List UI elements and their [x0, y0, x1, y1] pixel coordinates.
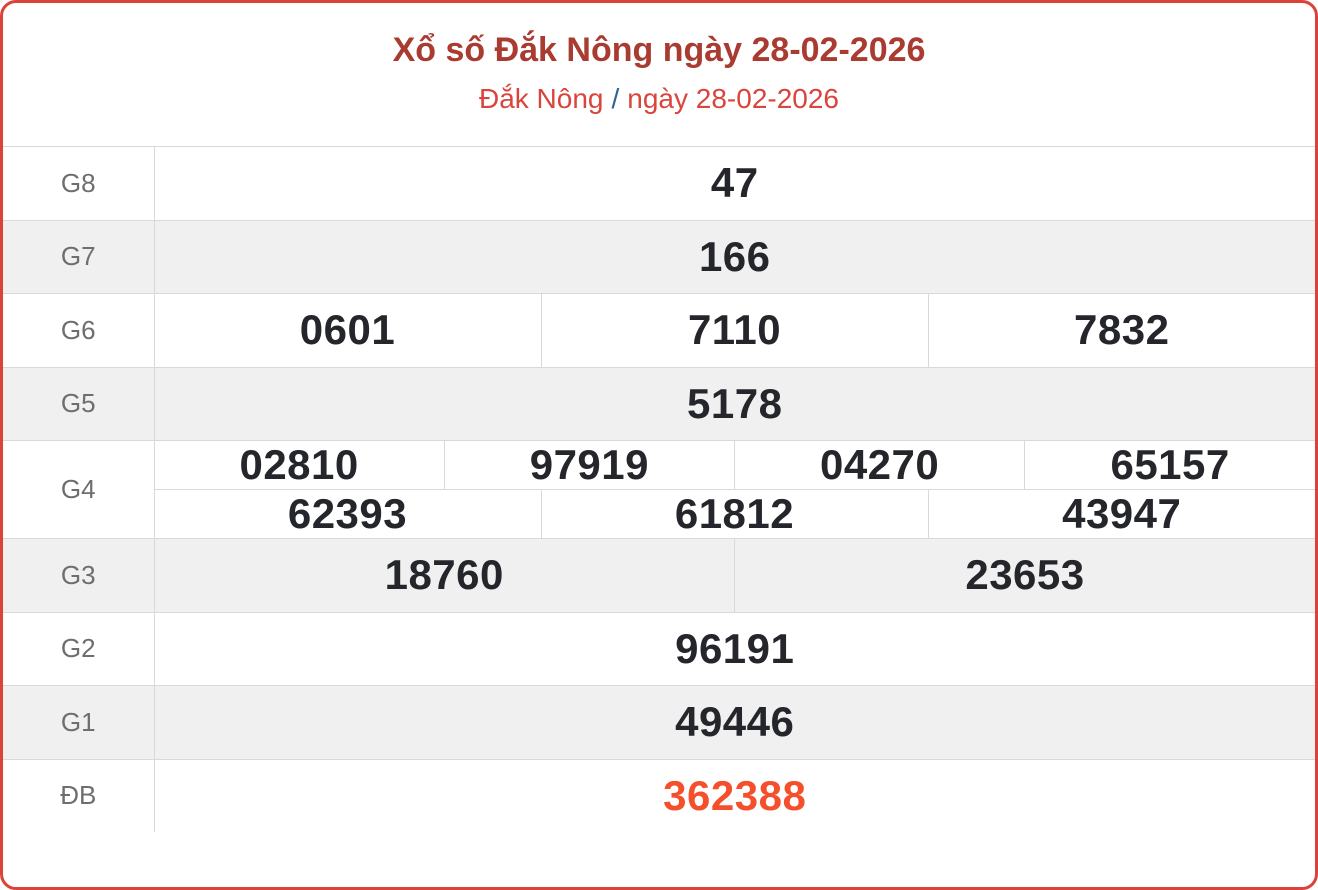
table-row-g8: G8 47	[3, 146, 1315, 221]
prize-label-g4: G4	[3, 440, 155, 539]
prize-value-g8: 47	[153, 146, 1315, 221]
breadcrumb-date-link[interactable]: ngày 28-02-2026	[627, 82, 840, 114]
prize-value-g4-1: 02810	[153, 440, 445, 490]
prize-value-g5: 5178	[153, 366, 1315, 441]
prize-label-g2: G2	[3, 611, 155, 686]
prize-value-g2: 96191	[153, 611, 1315, 686]
prize-value-g4-5: 62393	[153, 489, 542, 539]
prize-value-g4-3: 04270	[733, 440, 1026, 490]
table-row-g7: G7 166	[3, 219, 1315, 294]
prize-value-g4-2: 97919	[443, 440, 736, 490]
prize-label-g8: G8	[3, 146, 155, 221]
breadcrumb-separator: /	[611, 82, 620, 114]
results-table: G8 47 G7 166 G6 0601 7110 7832 G5 5178 G…	[3, 146, 1315, 833]
prize-value-special: 362388	[153, 758, 1315, 833]
table-row-db: ĐB 362388	[3, 758, 1315, 833]
prize-label-g6: G6	[3, 293, 155, 368]
prize-label-g7: G7	[3, 219, 155, 294]
table-row-g4-line2: 62393 61812 43947	[3, 489, 1315, 539]
prize-label-g5: G5	[3, 366, 155, 441]
prize-value-g4-7: 43947	[927, 489, 1315, 539]
prize-value-g6-3: 7832	[927, 293, 1315, 368]
prize-value-g6-2: 7110	[540, 293, 929, 368]
prize-value-g1: 49446	[153, 685, 1315, 760]
breadcrumb-region-link[interactable]: Đắk Nông	[478, 82, 604, 114]
table-row-g1: G1 49446	[3, 685, 1315, 760]
prize-value-g7: 166	[153, 219, 1315, 294]
table-row-g3: G3 18760 23653	[3, 538, 1315, 613]
page-title: Xổ số Đắk Nông ngày 28-02-2026	[392, 31, 926, 69]
header: Xổ số Đắk Nông ngày 28-02-2026 Đắk Nông /…	[3, 3, 1315, 147]
prize-value-g4-4: 65157	[1024, 440, 1315, 490]
table-row-g2: G2 96191	[3, 611, 1315, 686]
prize-value-g3-2: 23653	[734, 538, 1315, 613]
table-row-g6: G6 0601 7110 7832	[3, 293, 1315, 368]
table-row-g5: G5 5178	[3, 366, 1315, 441]
breadcrumb: Đắk Nông / ngày 28-02-2026	[3, 83, 1315, 115]
prize-label-db: ĐB	[3, 758, 155, 833]
prize-value-g4-6: 61812	[540, 489, 929, 539]
prize-value-g6-1: 0601	[153, 293, 542, 368]
table-row-g4-line1: G4 02810 97919 04270 65157	[3, 440, 1315, 539]
prize-value-g3-1: 18760	[153, 538, 735, 613]
prize-label-g1: G1	[3, 685, 155, 760]
prize-label-g3: G3	[3, 538, 155, 613]
